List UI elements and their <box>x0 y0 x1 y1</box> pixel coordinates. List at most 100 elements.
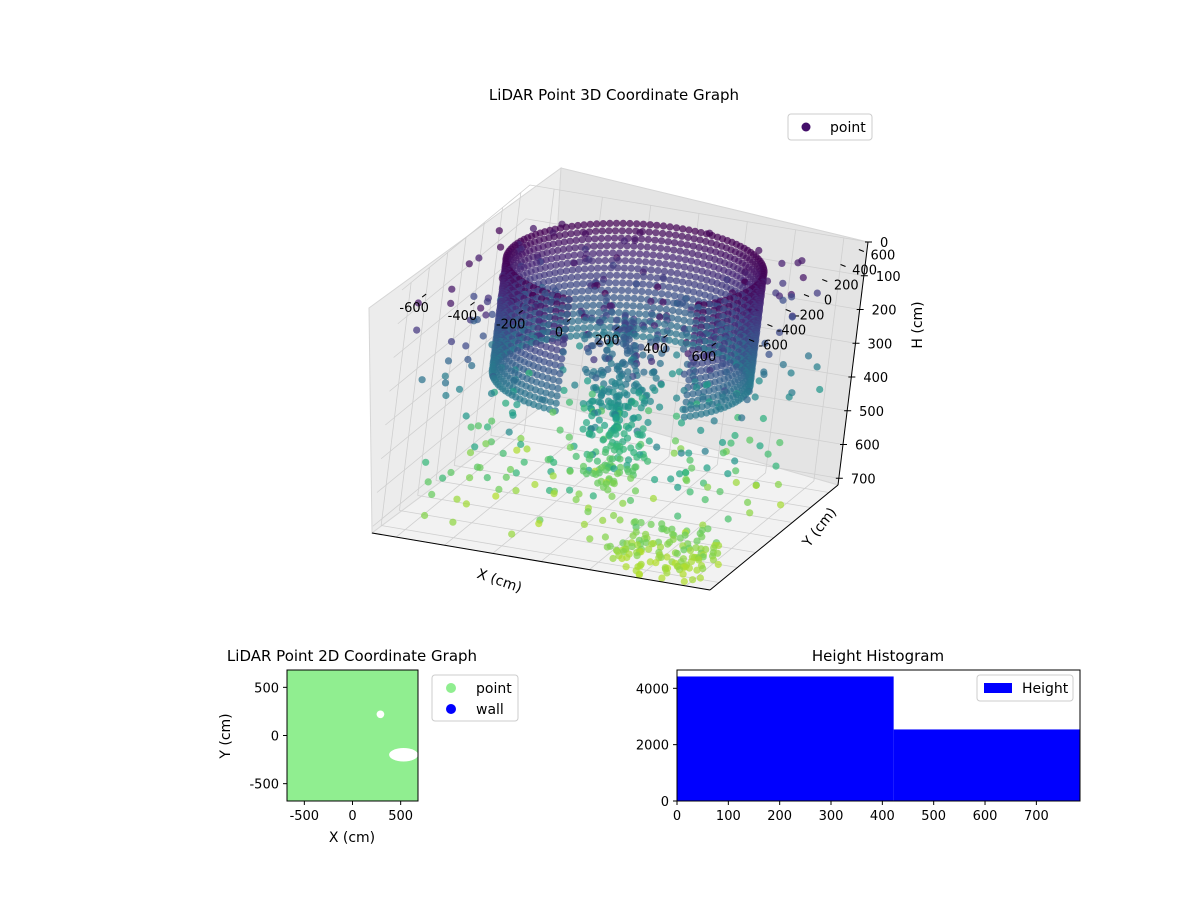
point-3d <box>658 237 666 245</box>
point-3d <box>572 452 580 460</box>
point-3d <box>474 422 482 430</box>
point-3d <box>462 500 470 508</box>
point-3d <box>570 259 578 267</box>
z-tick-label-3d: 600 <box>855 439 880 454</box>
histogram-title: Height Histogram <box>812 647 944 665</box>
point-3d <box>669 253 677 262</box>
point-3d <box>636 229 644 237</box>
legend-histogram-label: Height <box>1022 681 1069 697</box>
point-3d <box>447 468 455 477</box>
point-3d <box>421 511 429 520</box>
point-3d <box>554 384 562 393</box>
point-3d <box>652 559 660 567</box>
histogram-bars <box>677 676 1080 801</box>
point-3d <box>755 246 763 255</box>
y-tick-label-2d: 0 <box>271 730 279 745</box>
point-3d <box>488 310 496 318</box>
point-3d <box>601 421 609 429</box>
point-3d <box>633 552 641 560</box>
point-3d <box>582 419 591 427</box>
point-3d <box>566 443 574 451</box>
point-3d <box>645 288 653 296</box>
point-3d <box>602 466 610 474</box>
point-3d <box>645 437 653 445</box>
x-axis-label-3d: X (cm) <box>475 566 524 596</box>
point-3d <box>673 394 681 402</box>
point-3d <box>698 403 706 411</box>
point-3d <box>685 376 693 384</box>
point-3d <box>706 366 714 374</box>
point-3d <box>696 574 705 582</box>
point-3d <box>693 383 701 391</box>
point-3d <box>541 396 549 404</box>
point-3d <box>698 359 706 367</box>
legend-2d: point wall <box>431 674 519 722</box>
point-3d <box>673 269 681 277</box>
point-3d <box>549 376 557 384</box>
point-3d <box>696 374 704 382</box>
point-3d <box>546 352 555 360</box>
point-3d <box>665 336 673 344</box>
points-3d <box>413 219 824 586</box>
point-3d <box>683 340 691 348</box>
point-3d <box>682 469 690 477</box>
point-3d <box>700 252 708 260</box>
point-3d <box>535 520 543 528</box>
point-3d <box>585 455 593 463</box>
point-3d <box>580 324 588 332</box>
y-tick-label-3d: 0 <box>824 294 832 309</box>
point-3d <box>609 554 617 563</box>
point-3d <box>487 389 496 398</box>
point-3d <box>652 374 660 382</box>
point-3d <box>674 512 682 520</box>
point-3d <box>588 390 596 398</box>
point-3d <box>651 289 659 297</box>
point-3d <box>732 467 740 475</box>
point-3d <box>564 303 572 311</box>
z-tick-label-3d: 400 <box>863 371 888 386</box>
point-3d <box>615 256 623 265</box>
point-3d <box>556 426 564 434</box>
point-3d <box>660 328 668 336</box>
point-3d <box>566 486 574 494</box>
point-3d <box>508 530 516 538</box>
point-3d <box>557 268 565 276</box>
point-3d <box>466 474 474 482</box>
point-3d <box>588 257 596 265</box>
point-3d <box>625 227 633 235</box>
point-3d <box>596 426 604 434</box>
point-3d <box>447 299 455 307</box>
point-3d <box>647 297 655 305</box>
point-3d <box>657 381 665 389</box>
point-3d <box>559 340 568 348</box>
point-3d <box>581 230 590 238</box>
y-tick-3d <box>748 339 755 342</box>
point-3d <box>674 483 682 491</box>
point-3d <box>678 232 686 240</box>
point-3d <box>694 345 703 353</box>
point-3d <box>653 221 661 229</box>
point-3d <box>546 398 555 406</box>
point-3d <box>659 222 668 230</box>
point-3d <box>581 265 589 273</box>
point-3d <box>513 446 521 454</box>
y-tick-3d <box>803 294 810 297</box>
point-3d <box>642 539 650 547</box>
point-3d <box>630 242 638 250</box>
point-3d <box>633 272 641 280</box>
point-3d <box>667 268 675 276</box>
point-3d <box>543 381 551 390</box>
ticks-2d: -500 0 500 -500 0 500 <box>249 681 413 824</box>
point-3d <box>676 470 684 478</box>
point-3d <box>611 227 620 235</box>
point-3d <box>751 393 759 401</box>
legend-2d-marker-wall <box>446 704 456 714</box>
point-3d <box>552 399 560 407</box>
point-3d <box>554 338 562 347</box>
point-3d <box>556 370 564 378</box>
point-3d <box>636 250 644 258</box>
point-3d <box>608 308 616 317</box>
point-3d <box>601 533 610 541</box>
point-3d <box>601 448 610 456</box>
point-3d <box>633 453 641 461</box>
